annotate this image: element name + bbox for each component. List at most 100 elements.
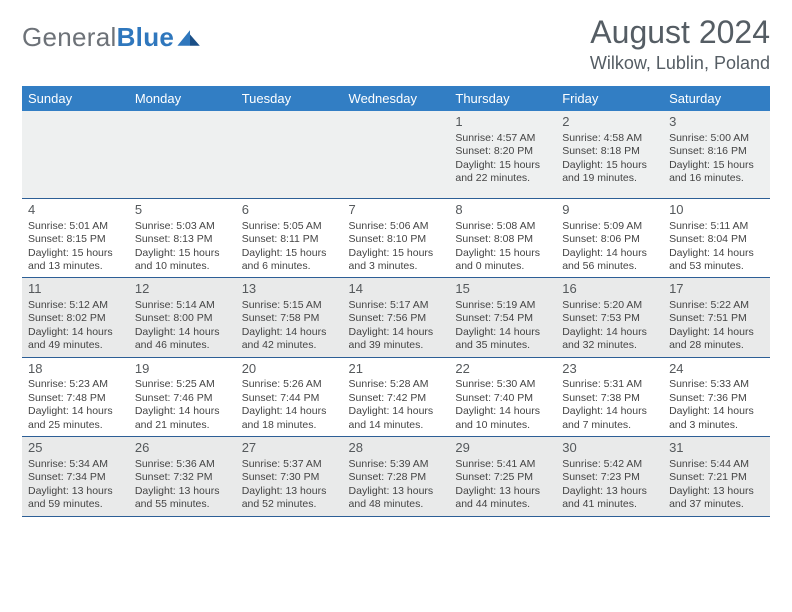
day-number: 30 xyxy=(562,440,657,457)
sunset-text: Sunset: 7:32 PM xyxy=(135,471,230,484)
sunrise-text: Sunrise: 5:14 AM xyxy=(135,299,230,312)
day-number: 9 xyxy=(562,202,657,219)
daylight-text: Daylight: 14 hours and 53 minutes. xyxy=(669,247,764,274)
title-block: August 2024 Wilkow, Lublin, Poland xyxy=(590,14,770,74)
day-number: 25 xyxy=(28,440,123,457)
sunset-text: Sunset: 7:54 PM xyxy=(455,312,550,325)
calendar-day-cell: 30Sunrise: 5:42 AMSunset: 7:23 PMDayligh… xyxy=(556,437,663,516)
sunset-text: Sunset: 8:11 PM xyxy=(242,233,337,246)
sunset-text: Sunset: 8:06 PM xyxy=(562,233,657,246)
sunset-text: Sunset: 8:15 PM xyxy=(28,233,123,246)
daylight-text: Daylight: 14 hours and 56 minutes. xyxy=(562,247,657,274)
day-number: 19 xyxy=(135,361,230,378)
sunrise-text: Sunrise: 5:34 AM xyxy=(28,458,123,471)
day-header: Tuesday xyxy=(236,86,343,111)
daylight-text: Daylight: 13 hours and 48 minutes. xyxy=(349,485,444,512)
daylight-text: Daylight: 15 hours and 22 minutes. xyxy=(455,159,550,186)
calendar-day-cell: 5Sunrise: 5:03 AMSunset: 8:13 PMDaylight… xyxy=(129,199,236,278)
calendar-week-row: 1Sunrise: 4:57 AMSunset: 8:20 PMDaylight… xyxy=(22,111,770,199)
day-number: 8 xyxy=(455,202,550,219)
day-number: 15 xyxy=(455,281,550,298)
sunset-text: Sunset: 8:08 PM xyxy=(455,233,550,246)
sunrise-text: Sunrise: 5:30 AM xyxy=(455,378,550,391)
sunset-text: Sunset: 7:28 PM xyxy=(349,471,444,484)
sunrise-text: Sunrise: 5:33 AM xyxy=(669,378,764,391)
sunset-text: Sunset: 7:48 PM xyxy=(28,392,123,405)
day-number: 13 xyxy=(242,281,337,298)
sunrise-text: Sunrise: 5:01 AM xyxy=(28,220,123,233)
calendar-table: Sunday Monday Tuesday Wednesday Thursday… xyxy=(22,86,770,517)
calendar-day-cell: 20Sunrise: 5:26 AMSunset: 7:44 PMDayligh… xyxy=(236,357,343,436)
logo-text-part2: Blue xyxy=(117,22,175,52)
daylight-text: Daylight: 13 hours and 55 minutes. xyxy=(135,485,230,512)
daylight-text: Daylight: 14 hours and 3 minutes. xyxy=(669,405,764,432)
day-number: 7 xyxy=(349,202,444,219)
day-number: 12 xyxy=(135,281,230,298)
calendar-day-cell: 19Sunrise: 5:25 AMSunset: 7:46 PMDayligh… xyxy=(129,357,236,436)
sunrise-text: Sunrise: 5:22 AM xyxy=(669,299,764,312)
calendar-day-cell: 9Sunrise: 5:09 AMSunset: 8:06 PMDaylight… xyxy=(556,199,663,278)
sunrise-text: Sunrise: 5:20 AM xyxy=(562,299,657,312)
sunset-text: Sunset: 8:10 PM xyxy=(349,233,444,246)
calendar-day-cell: 8Sunrise: 5:08 AMSunset: 8:08 PMDaylight… xyxy=(449,199,556,278)
day-number: 17 xyxy=(669,281,764,298)
sunset-text: Sunset: 7:56 PM xyxy=(349,312,444,325)
calendar-week-row: 11Sunrise: 5:12 AMSunset: 8:02 PMDayligh… xyxy=(22,278,770,357)
sunset-text: Sunset: 8:13 PM xyxy=(135,233,230,246)
day-header: Friday xyxy=(556,86,663,111)
sunrise-text: Sunrise: 5:41 AM xyxy=(455,458,550,471)
day-header: Saturday xyxy=(663,86,770,111)
day-header: Monday xyxy=(129,86,236,111)
sunrise-text: Sunrise: 4:58 AM xyxy=(562,132,657,145)
sunset-text: Sunset: 7:58 PM xyxy=(242,312,337,325)
daylight-text: Daylight: 14 hours and 10 minutes. xyxy=(455,405,550,432)
sunset-text: Sunset: 7:30 PM xyxy=(242,471,337,484)
sunrise-text: Sunrise: 5:28 AM xyxy=(349,378,444,391)
day-number: 28 xyxy=(349,440,444,457)
sunrise-text: Sunrise: 5:37 AM xyxy=(242,458,337,471)
day-number: 5 xyxy=(135,202,230,219)
day-number: 6 xyxy=(242,202,337,219)
daylight-text: Daylight: 13 hours and 59 minutes. xyxy=(28,485,123,512)
daylight-text: Daylight: 15 hours and 19 minutes. xyxy=(562,159,657,186)
sunset-text: Sunset: 7:42 PM xyxy=(349,392,444,405)
sunrise-text: Sunrise: 5:15 AM xyxy=(242,299,337,312)
calendar-day-cell xyxy=(129,111,236,199)
logo: GeneralBlue xyxy=(22,22,204,53)
calendar-week-row: 18Sunrise: 5:23 AMSunset: 7:48 PMDayligh… xyxy=(22,357,770,436)
calendar-day-cell: 10Sunrise: 5:11 AMSunset: 8:04 PMDayligh… xyxy=(663,199,770,278)
calendar-day-cell: 17Sunrise: 5:22 AMSunset: 7:51 PMDayligh… xyxy=(663,278,770,357)
day-number: 27 xyxy=(242,440,337,457)
calendar-day-cell: 28Sunrise: 5:39 AMSunset: 7:28 PMDayligh… xyxy=(343,437,450,516)
daylight-text: Daylight: 14 hours and 32 minutes. xyxy=(562,326,657,353)
sunset-text: Sunset: 7:21 PM xyxy=(669,471,764,484)
calendar-day-cell xyxy=(22,111,129,199)
day-number: 22 xyxy=(455,361,550,378)
sunrise-text: Sunrise: 5:25 AM xyxy=(135,378,230,391)
calendar-day-cell: 27Sunrise: 5:37 AMSunset: 7:30 PMDayligh… xyxy=(236,437,343,516)
daylight-text: Daylight: 13 hours and 37 minutes. xyxy=(669,485,764,512)
daylight-text: Daylight: 13 hours and 44 minutes. xyxy=(455,485,550,512)
calendar-day-cell: 12Sunrise: 5:14 AMSunset: 8:00 PMDayligh… xyxy=(129,278,236,357)
daylight-text: Daylight: 14 hours and 7 minutes. xyxy=(562,405,657,432)
sunset-text: Sunset: 7:34 PM xyxy=(28,471,123,484)
sunset-text: Sunset: 7:25 PM xyxy=(455,471,550,484)
sunset-text: Sunset: 7:53 PM xyxy=(562,312,657,325)
sunrise-text: Sunrise: 5:11 AM xyxy=(669,220,764,233)
sunset-text: Sunset: 8:20 PM xyxy=(455,145,550,158)
sunrise-text: Sunrise: 5:05 AM xyxy=(242,220,337,233)
daylight-text: Daylight: 14 hours and 49 minutes. xyxy=(28,326,123,353)
calendar-week-row: 4Sunrise: 5:01 AMSunset: 8:15 PMDaylight… xyxy=(22,199,770,278)
sunrise-text: Sunrise: 5:09 AM xyxy=(562,220,657,233)
day-number: 29 xyxy=(455,440,550,457)
daylight-text: Daylight: 13 hours and 41 minutes. xyxy=(562,485,657,512)
daylight-text: Daylight: 14 hours and 46 minutes. xyxy=(135,326,230,353)
sunset-text: Sunset: 8:00 PM xyxy=(135,312,230,325)
sunrise-text: Sunrise: 5:19 AM xyxy=(455,299,550,312)
calendar-day-cell: 22Sunrise: 5:30 AMSunset: 7:40 PMDayligh… xyxy=(449,357,556,436)
calendar-day-cell: 31Sunrise: 5:44 AMSunset: 7:21 PMDayligh… xyxy=(663,437,770,516)
calendar-day-cell: 16Sunrise: 5:20 AMSunset: 7:53 PMDayligh… xyxy=(556,278,663,357)
sunrise-text: Sunrise: 5:39 AM xyxy=(349,458,444,471)
sunrise-text: Sunrise: 5:31 AM xyxy=(562,378,657,391)
day-number: 18 xyxy=(28,361,123,378)
